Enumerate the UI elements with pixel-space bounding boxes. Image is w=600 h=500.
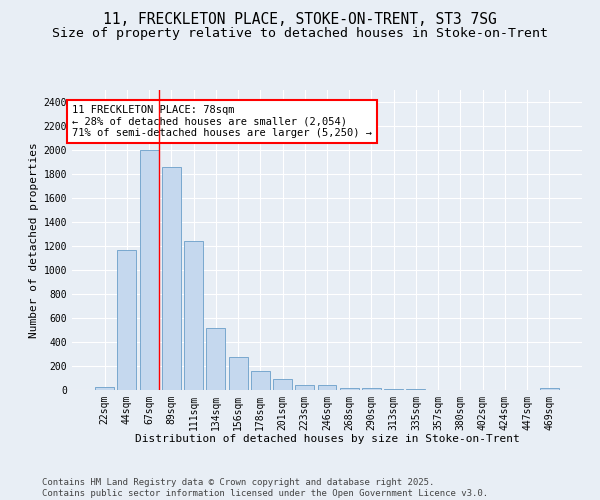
- Bar: [317, 385, 337, 390]
- Bar: [206, 328, 225, 390]
- X-axis label: Distribution of detached houses by size in Stoke-on-Trent: Distribution of detached houses by size …: [134, 434, 520, 444]
- Bar: [184, 240, 203, 390]
- Bar: [273, 379, 292, 390]
- Bar: [229, 357, 248, 390]
- Bar: [95, 387, 114, 390]
- Bar: [540, 388, 559, 390]
- Bar: [362, 388, 381, 390]
- Text: 11, FRECKLETON PLACE, STOKE-ON-TRENT, ST3 7SG: 11, FRECKLETON PLACE, STOKE-ON-TRENT, ST…: [103, 12, 497, 28]
- Bar: [295, 384, 314, 390]
- Text: 11 FRECKLETON PLACE: 78sqm
← 28% of detached houses are smaller (2,054)
71% of s: 11 FRECKLETON PLACE: 78sqm ← 28% of deta…: [72, 105, 372, 138]
- Bar: [140, 150, 158, 390]
- Bar: [251, 372, 270, 390]
- Bar: [162, 167, 181, 390]
- Bar: [118, 250, 136, 390]
- Y-axis label: Number of detached properties: Number of detached properties: [29, 142, 40, 338]
- Bar: [340, 388, 359, 390]
- Text: Contains HM Land Registry data © Crown copyright and database right 2025.
Contai: Contains HM Land Registry data © Crown c…: [42, 478, 488, 498]
- Text: Size of property relative to detached houses in Stoke-on-Trent: Size of property relative to detached ho…: [52, 28, 548, 40]
